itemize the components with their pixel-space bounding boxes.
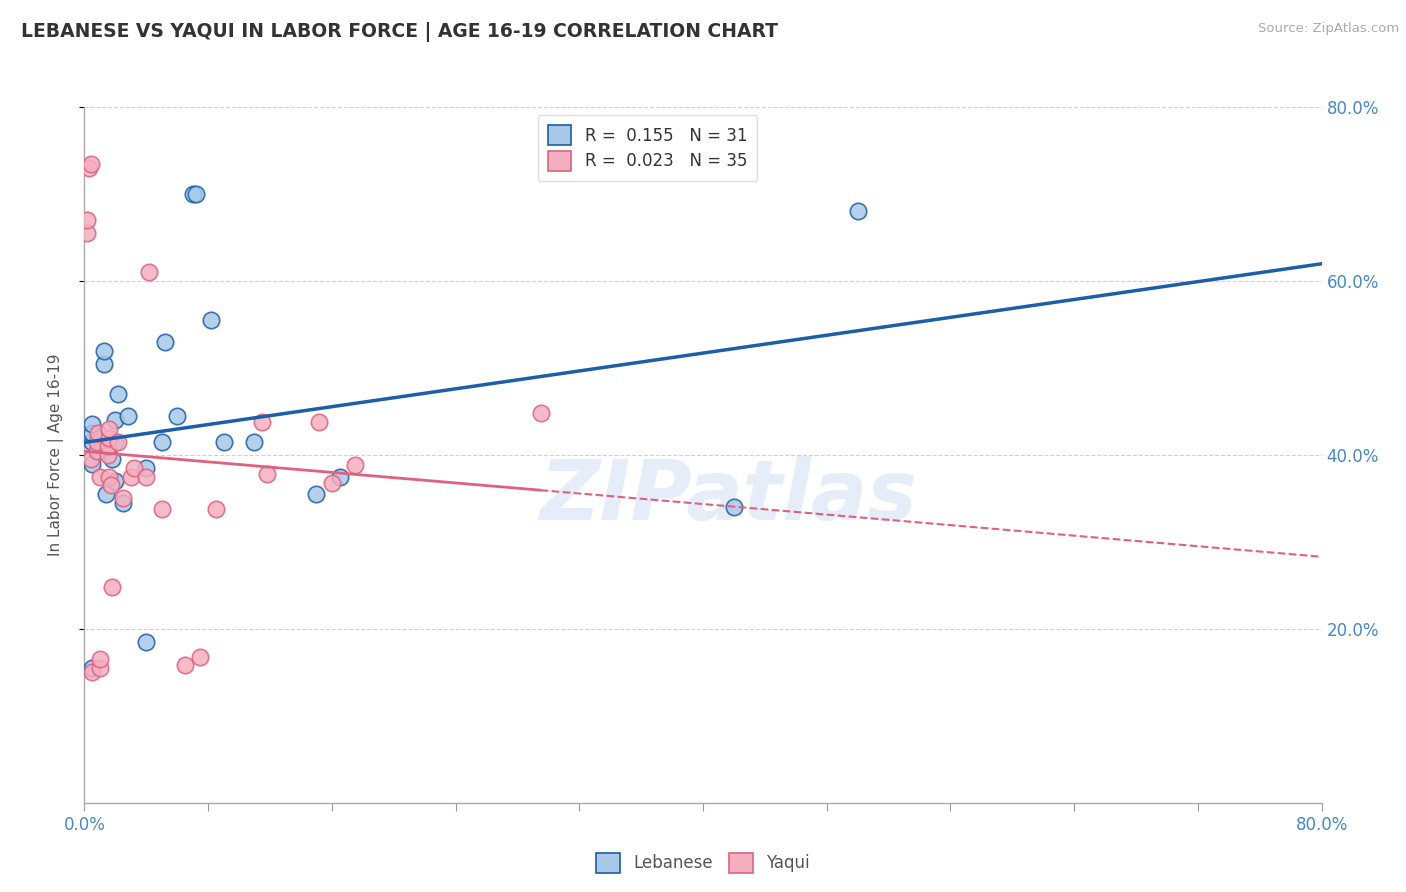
Point <box>87 426 110 441</box>
Point <box>101 452 124 467</box>
Point <box>174 658 197 673</box>
Point <box>89 661 111 675</box>
Point <box>530 406 553 420</box>
Point <box>112 491 135 506</box>
Point <box>98 469 121 483</box>
Point <box>97 448 120 462</box>
Point <box>97 439 120 453</box>
Point <box>86 443 108 458</box>
Point <box>200 313 222 327</box>
Point <box>104 474 127 488</box>
Point <box>321 475 343 490</box>
Point <box>120 469 142 483</box>
Point <box>188 649 212 664</box>
Point <box>846 204 869 219</box>
Point <box>329 469 352 483</box>
Point <box>256 467 278 481</box>
Point <box>181 187 204 202</box>
Point <box>117 409 139 423</box>
Point <box>82 426 104 441</box>
Y-axis label: In Labor Force | Age 16-19: In Labor Force | Age 16-19 <box>48 353 63 557</box>
Point <box>94 487 117 501</box>
Point <box>135 461 157 475</box>
Point <box>104 413 127 427</box>
Point <box>101 580 124 594</box>
Point <box>308 415 330 429</box>
Point <box>100 478 122 492</box>
Point <box>122 461 145 475</box>
Point <box>153 334 176 349</box>
Point <box>344 458 367 473</box>
Point <box>82 417 104 432</box>
Point <box>150 501 173 516</box>
Point <box>89 469 111 483</box>
Point <box>723 500 745 514</box>
Point <box>76 226 98 240</box>
Text: Source: ZipAtlas.com: Source: ZipAtlas.com <box>1258 22 1399 36</box>
Point <box>82 457 104 471</box>
Point <box>104 434 127 449</box>
Point <box>135 469 157 483</box>
Point <box>243 434 266 449</box>
Point <box>212 434 235 449</box>
Point <box>79 452 101 467</box>
Point <box>305 487 328 501</box>
Point <box>98 422 121 436</box>
Point <box>82 661 104 675</box>
Legend: R =  0.155   N = 31, R =  0.023   N = 35: R = 0.155 N = 31, R = 0.023 N = 35 <box>538 115 758 180</box>
Point <box>89 652 111 666</box>
Point <box>86 434 108 449</box>
Point <box>82 434 104 449</box>
Point <box>166 409 188 423</box>
Point <box>79 156 101 170</box>
Point <box>77 161 100 175</box>
Point <box>93 357 115 371</box>
Point <box>107 434 129 449</box>
Point <box>138 265 160 279</box>
Point <box>205 501 228 516</box>
Text: ZIPatlas: ZIPatlas <box>538 456 917 537</box>
Point <box>252 415 274 429</box>
Point <box>107 387 129 401</box>
Point <box>184 187 207 202</box>
Legend: Lebanese, Yaqui: Lebanese, Yaqui <box>589 847 817 880</box>
Point <box>93 343 115 358</box>
Point <box>91 434 114 449</box>
Point <box>98 431 121 445</box>
Point <box>76 213 98 227</box>
Point <box>150 434 173 449</box>
Text: LEBANESE VS YAQUI IN LABOR FORCE | AGE 16-19 CORRELATION CHART: LEBANESE VS YAQUI IN LABOR FORCE | AGE 1… <box>21 22 778 42</box>
Point <box>135 635 157 649</box>
Point <box>82 665 104 680</box>
Point <box>89 443 111 458</box>
Point <box>112 496 135 510</box>
